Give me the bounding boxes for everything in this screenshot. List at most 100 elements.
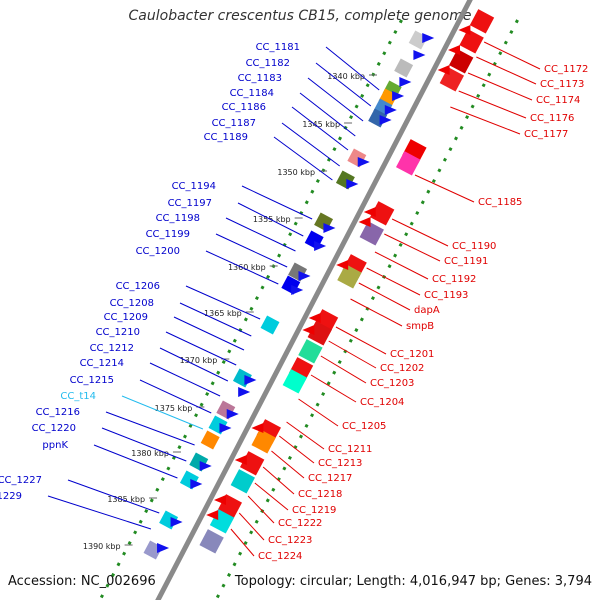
leader-line-left <box>173 316 245 351</box>
gene-feature-block <box>394 58 414 78</box>
gene-label-left: CC_1199 <box>146 229 190 240</box>
gene-label-left: CC_1186 <box>222 102 266 113</box>
gene-arrow-forward <box>392 91 405 101</box>
gene-label-right: CC_1201 <box>390 349 434 360</box>
gene-label-left: CC_1197 <box>168 198 212 209</box>
leader-line-right <box>247 495 275 524</box>
kbp-tick-label: 1390 kbp <box>83 542 121 551</box>
leader-line-right <box>278 435 315 464</box>
gene-arrow-reverse <box>336 260 349 270</box>
gene-arrow-forward <box>357 157 370 167</box>
leader-line-right <box>298 398 339 427</box>
gene-label-right: CC_1202 <box>380 363 424 374</box>
kbp-tick-label: 1340 kbp <box>327 72 365 81</box>
gene-feature-block <box>337 264 362 289</box>
leader-line-left <box>315 62 372 107</box>
gene-label-right: CC_1223 <box>268 535 312 546</box>
kbp-tick-label: 1350 kbp <box>277 168 315 177</box>
leader-line-left <box>281 122 340 167</box>
genome-backbone <box>155 0 473 600</box>
leader-line-right <box>374 251 429 280</box>
gene-feature-block <box>469 9 495 34</box>
gene-label-left: ppnK <box>42 440 68 451</box>
gene-arrow-reverse <box>437 65 450 75</box>
gene-arrow-reverse <box>302 325 315 335</box>
leader-line-right <box>271 450 305 479</box>
leader-line-left <box>185 285 261 320</box>
leader-line-right <box>286 421 325 450</box>
gene-label-right: CC_1219 <box>292 505 336 516</box>
gene-label-left: CC_1194 <box>172 181 216 192</box>
gene-arrow-forward <box>379 115 392 125</box>
gene-label-left: CC_t14 <box>60 391 96 402</box>
gene-feature-block <box>260 315 280 335</box>
leader-line-left <box>179 302 252 337</box>
leader-line-right <box>476 56 537 85</box>
gene-label-right: CC_1224 <box>258 551 302 562</box>
leader-line-right <box>450 106 521 135</box>
leader-line-right <box>310 374 357 403</box>
gene-feature-block <box>179 470 199 490</box>
gene-label-right: CC_1218 <box>298 489 342 500</box>
gene-arrow-forward <box>323 223 336 233</box>
leader-line-right <box>262 466 295 495</box>
leader-line-right <box>366 267 421 296</box>
kbp-tick-label: 1360 kbp <box>228 263 266 272</box>
leader-line-left <box>291 106 349 151</box>
gene-label-right: CC_1204 <box>360 397 404 408</box>
topology-text: Topology: circular; Length: 4,016,947 bp… <box>234 574 592 589</box>
leader-line-left <box>165 331 237 366</box>
gene-arrow-forward <box>314 241 327 251</box>
leader-line-right <box>335 326 387 355</box>
kbp-tick-label: 1365 kbp <box>204 309 242 318</box>
leader-line-left <box>241 185 313 220</box>
leader-line-left <box>149 362 221 397</box>
gene-label-left: CC_1212 <box>90 343 134 354</box>
gene-feature-block <box>396 151 421 176</box>
kbp-tick-label: 1375 kbp <box>155 404 193 413</box>
inner-dotted-track <box>98 19 403 600</box>
gene-arrow-forward <box>226 409 239 419</box>
leader-line-left <box>237 202 304 237</box>
gene-label-right: CC_1205 <box>342 421 386 432</box>
leader-line-left <box>205 250 279 285</box>
gene-arrow-forward <box>291 285 304 295</box>
gene-arrow-forward <box>346 179 359 189</box>
gene-arrow-reverse <box>234 455 247 465</box>
gene-label-left: CC_1187 <box>212 118 256 129</box>
gene-label-left: CC_1209 <box>104 312 148 323</box>
gene-label-right: CC_1174 <box>536 95 580 106</box>
leader-line-right <box>414 174 475 203</box>
gene-feature-block <box>347 148 367 168</box>
gene-label-right: CC_1176 <box>530 113 574 124</box>
kbp-tick-label: 1380 kbp <box>131 449 169 458</box>
gene-label-right: dapA <box>414 305 440 316</box>
gene-label-left: CC_1210 <box>96 327 140 338</box>
gene-arrow-reverse <box>358 217 371 227</box>
gene-arrow-forward <box>170 517 183 527</box>
gene-arrow-forward <box>190 479 203 489</box>
gene-arrow-forward <box>413 50 426 60</box>
gene-feature-block <box>230 469 255 494</box>
map-title: Caulobacter crescentus CB15, complete ge… <box>128 8 472 24</box>
gene-label-left: CC_1227 <box>0 475 42 486</box>
leader-line-left <box>225 217 296 252</box>
leader-line-left <box>325 46 380 91</box>
gene-arrow-reverse <box>448 45 460 55</box>
gene-label-right: CC_1217 <box>308 473 352 484</box>
leader-line-right <box>358 282 411 311</box>
gene-feature-block <box>189 452 209 472</box>
leader-line-left <box>159 347 229 382</box>
gene-label-left: CC_1200 <box>136 246 180 257</box>
gene-label-right: CC_1190 <box>452 241 496 252</box>
leader-line-left <box>67 479 160 514</box>
leader-line-right <box>384 233 441 262</box>
gene-label-left: CC_1182 <box>246 58 290 69</box>
kbp-tick-label: 1370 kbp <box>180 356 218 365</box>
leader-line-right <box>254 482 289 511</box>
gene-arrow-forward <box>422 33 435 43</box>
outer-dotted-track <box>214 19 519 600</box>
gene-feature-block <box>335 170 355 190</box>
leader-line-left <box>307 77 364 122</box>
